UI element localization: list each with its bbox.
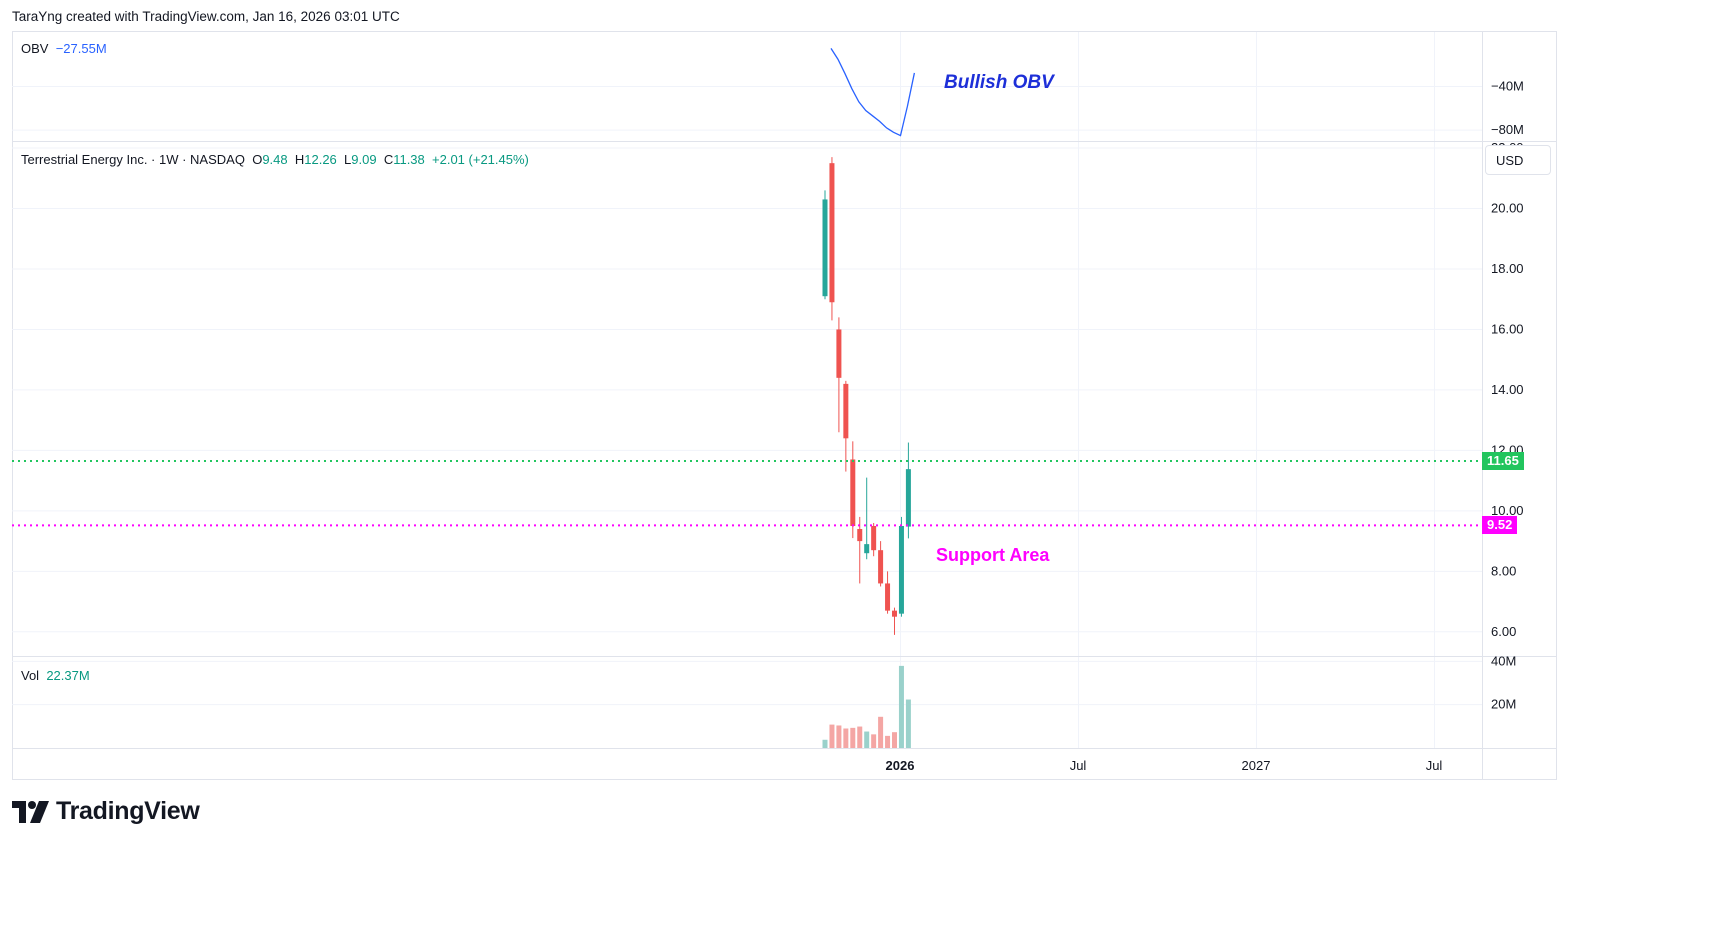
candle-body xyxy=(905,469,911,527)
price-tick-label: 10.00 xyxy=(1491,503,1524,518)
grid xyxy=(12,32,1482,748)
bullish-obv-annotation[interactable]: Bullish OBV xyxy=(944,72,1054,93)
candle-body xyxy=(878,550,884,584)
volume-legend-label: Vol xyxy=(21,668,40,683)
time-tick-label: 2027 xyxy=(1242,758,1271,773)
volume-bar xyxy=(885,735,891,748)
low-value: 9.09 xyxy=(351,152,377,167)
volume-bar xyxy=(822,739,828,748)
price-tick-label: 20.00 xyxy=(1491,201,1524,216)
volume-bar xyxy=(850,727,856,748)
volume-bar xyxy=(864,731,870,748)
resistance-price-tag: 11.65 xyxy=(1482,451,1524,470)
volume-tick-label: 20M xyxy=(1491,697,1516,712)
support-price-tag: 9.52 xyxy=(1482,516,1518,535)
open-value: 9.48 xyxy=(262,152,288,167)
time-tick-label: Jul xyxy=(1426,758,1443,773)
obv-tick-label: −40M xyxy=(1491,79,1524,94)
tradingview-logo-icon xyxy=(12,800,49,823)
candle-body xyxy=(898,525,904,614)
volume-bar xyxy=(898,665,904,748)
close-label: C xyxy=(383,152,394,167)
volume-bar xyxy=(905,699,911,748)
volume-tick-label: 40M xyxy=(1491,653,1516,668)
low-label: L xyxy=(344,152,352,167)
change-value: +2.01 (+21.45%) xyxy=(432,152,529,167)
high-label: H xyxy=(294,152,305,167)
candle-body xyxy=(843,383,849,439)
obv-legend-value: −27.55M xyxy=(55,41,107,56)
obv-pane xyxy=(830,48,916,137)
close-value: 11.38 xyxy=(393,152,425,167)
price-tick-label: 6.00 xyxy=(1491,624,1516,639)
price-pane xyxy=(822,157,911,635)
tradingview-logo[interactable]: TradingView xyxy=(12,797,200,826)
volume-legend-value: 22.37M xyxy=(46,668,90,683)
chart-frame xyxy=(12,31,1557,780)
main-series-legend[interactable]: Terrestrial Energy Inc. · 1W · NASDAQ O9… xyxy=(21,152,529,167)
currency-button[interactable]: USD xyxy=(1485,145,1551,175)
obv-legend-label: OBV xyxy=(21,41,49,56)
chart-attribution: TaraYng created with TradingView.com, Ja… xyxy=(12,9,400,24)
volume-bar xyxy=(892,732,897,748)
axes: 2026 Jul 2027 Jul6.008.0010.0012.0014.0016.… xyxy=(886,79,1524,774)
candle-body xyxy=(822,199,828,297)
candle-body xyxy=(871,525,877,551)
horizontal-levels xyxy=(12,459,1482,527)
tradingview-logo-text: TradingView xyxy=(56,797,200,825)
price-tick-label: 14.00 xyxy=(1491,382,1524,397)
pane-separators xyxy=(12,32,1556,780)
volume-bar xyxy=(857,726,863,748)
candle-body xyxy=(864,544,870,554)
candle-body xyxy=(850,459,856,526)
volume-pane xyxy=(822,665,911,748)
price-tick-label: 18.00 xyxy=(1491,261,1524,276)
price-tick-label: 8.00 xyxy=(1491,563,1516,578)
price-tick-label: 16.00 xyxy=(1491,321,1524,336)
candle-body xyxy=(829,163,835,303)
volume-bar xyxy=(878,716,884,748)
obv-tick-label: −80M xyxy=(1491,122,1524,137)
obv-legend[interactable]: OBV −27.55M xyxy=(21,41,107,56)
volume-bar xyxy=(829,724,835,748)
volume-bar xyxy=(836,725,842,748)
support-area-annotation[interactable]: Support Area xyxy=(936,545,1050,565)
candle-body xyxy=(892,610,897,617)
candle-body xyxy=(885,583,891,611)
time-tick-label: 2026 xyxy=(886,758,915,773)
open-label: O xyxy=(252,152,263,167)
high-value: 12.26 xyxy=(304,152,337,167)
volume-legend[interactable]: Vol 22.37M xyxy=(21,668,90,683)
symbol-title: Terrestrial Energy Inc. · 1W · NASDAQ xyxy=(21,152,245,167)
time-tick-label: Jul xyxy=(1070,758,1087,773)
candle-body xyxy=(857,529,863,542)
candle-body xyxy=(836,329,842,378)
obv-line xyxy=(830,48,916,137)
volume-bar xyxy=(871,734,877,748)
volume-bar xyxy=(843,728,849,748)
